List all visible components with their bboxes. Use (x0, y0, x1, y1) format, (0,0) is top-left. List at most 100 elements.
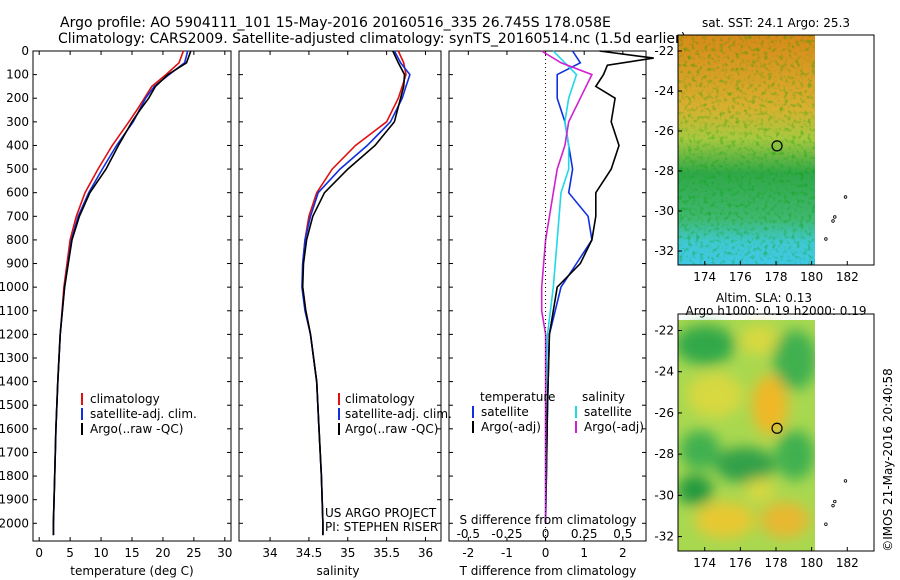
depth-tick-label: 900 (6, 257, 29, 271)
lon-tick-label: 178 (765, 556, 788, 570)
x-tick-label: -2 (462, 546, 474, 560)
figure-title-line2: Climatology: CARS2009. Satellite-adjuste… (58, 31, 686, 47)
island-marker (833, 215, 837, 219)
s-tick-label: 0.5 (613, 527, 632, 541)
lat-tick-label: -26 (654, 124, 674, 138)
series-line-argo-adj (544, 50, 654, 524)
difference-legend-salinity: salinity satellite Argo(-adj) (575, 390, 644, 434)
imos-timestamp: ©IMOS 21-May-2016 20:40:58 (881, 368, 895, 552)
credit-pi: PI: STEPHEN RISER (325, 520, 438, 534)
depth-axis: 0 100 200 300 400 500 600 700 800 900 1000 1100 1200… (0, 44, 37, 530)
x-tick-label: 0 (542, 546, 550, 560)
lat-tick-label: -32 (654, 244, 674, 258)
temperature-axis-label: temperature (deg C) (70, 564, 193, 578)
legend-label-t-argo: Argo(-adj) (481, 420, 541, 434)
sst-map (678, 35, 815, 265)
series-line-salinity-argo-adj (540, 50, 594, 524)
x-tick-label: 20 (155, 546, 170, 560)
lat-tick-label: -32 (654, 530, 674, 544)
depth-tick-label: 500 (6, 162, 29, 176)
depth-tick-label: 2000 (0, 516, 29, 530)
island-marker (831, 503, 835, 508)
difference-panel-frame (448, 50, 647, 542)
s-tick-label: 0.25 (571, 527, 598, 541)
legend-label-climatology: climatology (90, 392, 160, 406)
lon-tick-label: 176 (729, 556, 752, 570)
island-marker (833, 499, 837, 504)
depth-tick-label: 1200 (0, 327, 29, 341)
x-tick-label: 36 (418, 546, 433, 560)
lat-tick-label: -30 (654, 204, 674, 218)
lon-tick-label: 174 (693, 270, 716, 284)
series-line-climatology (301, 50, 407, 536)
temperature-plot: 0 5 10 15 20 25 30 (35, 50, 232, 560)
lat-tick-label: -24 (654, 84, 674, 98)
salinity-legend: climatology satellite-adj. clim. Argo(..… (338, 392, 452, 436)
depth-tick-label: 1600 (0, 422, 29, 436)
series-line-satellite-adj-clim (52, 50, 189, 536)
depth-tick-label: 1100 (0, 304, 29, 318)
depth-tick-label: 100 (6, 68, 29, 82)
island-marker (843, 195, 848, 199)
lat-tick-label: -22 (654, 44, 674, 58)
figure-title-line1: Argo profile: AO 5904111_101 15-May-2016… (60, 15, 611, 31)
depth-tick-label: 1400 (0, 375, 29, 389)
series-line-climatology (52, 50, 185, 536)
depth-tick-label: 1000 (0, 280, 29, 294)
depth-tick-label: 1900 (0, 493, 29, 507)
depth-tick-label: 0 (21, 44, 29, 58)
lon-tick-label: 180 (800, 270, 823, 284)
t-difference-axis-label: T difference from climatology (459, 564, 637, 578)
lat-tick-label: -28 (654, 447, 674, 461)
lat-tick-label: -30 (654, 488, 674, 502)
sla-map-subtitle: Argo h1000: 0.19 h2000: 0.19 (686, 304, 867, 318)
x-tick-label: 5 (66, 546, 74, 560)
credit-project: US ARGO PROJECT (325, 506, 437, 520)
lat-tick-label: -26 (654, 406, 674, 420)
sla-map-axes: 174 176 178 180 182 -22 -24 -26 -28 -30 -32 (654, 323, 858, 570)
depth-tick-label: 1800 (0, 469, 29, 483)
s-tick-label: -0.25 (491, 527, 522, 541)
island-marker (843, 479, 848, 483)
legend-label-s-argo: Argo(-adj) (584, 420, 644, 434)
x-tick-label: 2 (619, 546, 627, 560)
legend-label-t-satellite: satellite (481, 405, 529, 419)
legend-label-satellite: satellite-adj. clim. (90, 407, 197, 421)
lon-tick-label: 174 (693, 556, 716, 570)
lon-tick-label: 178 (765, 270, 788, 284)
difference-legend-temperature: temperature satellite Argo(-adj) (472, 390, 555, 434)
series-line-satellite (544, 50, 593, 524)
salinity-plot: 34 34.5 35 35.5 36 (239, 50, 441, 560)
legend-label-s-satellite: satellite (584, 405, 632, 419)
x-tick-label: 25 (186, 546, 201, 560)
x-tick-label: 34 (262, 546, 277, 560)
lon-tick-label: 182 (836, 556, 859, 570)
sst-map-axes: 174 176 178 180 182 -22 -24 -26 -28 -30 -32 (654, 44, 858, 284)
depth-tick-label: 400 (6, 138, 29, 152)
x-tick-label: -1 (501, 546, 513, 560)
depth-tick-label: 300 (6, 115, 29, 129)
x-tick-label: 30 (217, 546, 232, 560)
lat-tick-label: -28 (654, 164, 674, 178)
float-position-marker (771, 422, 783, 434)
depth-tick-label: 1500 (0, 398, 29, 412)
legend-label-argo: Argo(..raw -QC) (345, 422, 438, 436)
island-marker (824, 237, 828, 241)
depth-tick-label: 800 (6, 233, 29, 247)
sla-field (678, 325, 815, 538)
difference-plot: -2 -1 0 1 2 -0.5 -0.25 0 0.25 0.5 (449, 50, 654, 560)
series-line-salinity-satellite (544, 50, 578, 524)
legend-label-satellite: satellite-adj. clim. (345, 407, 452, 421)
depth-tick-label: 700 (6, 209, 29, 223)
island-marker (831, 219, 835, 223)
x-tick-label: 1 (580, 546, 588, 560)
legend-header-salinity: salinity (582, 390, 625, 404)
x-tick-label: 0 (35, 546, 43, 560)
sst-map-title: sat. SST: 24.1 Argo: 25.3 (702, 16, 850, 30)
sst-pixel-noise (678, 35, 815, 265)
legend-label-climatology: climatology (345, 392, 415, 406)
depth-tick-label: 200 (6, 91, 29, 105)
lat-tick-label: -24 (654, 365, 674, 379)
depth-tick-label: 1300 (0, 351, 29, 365)
